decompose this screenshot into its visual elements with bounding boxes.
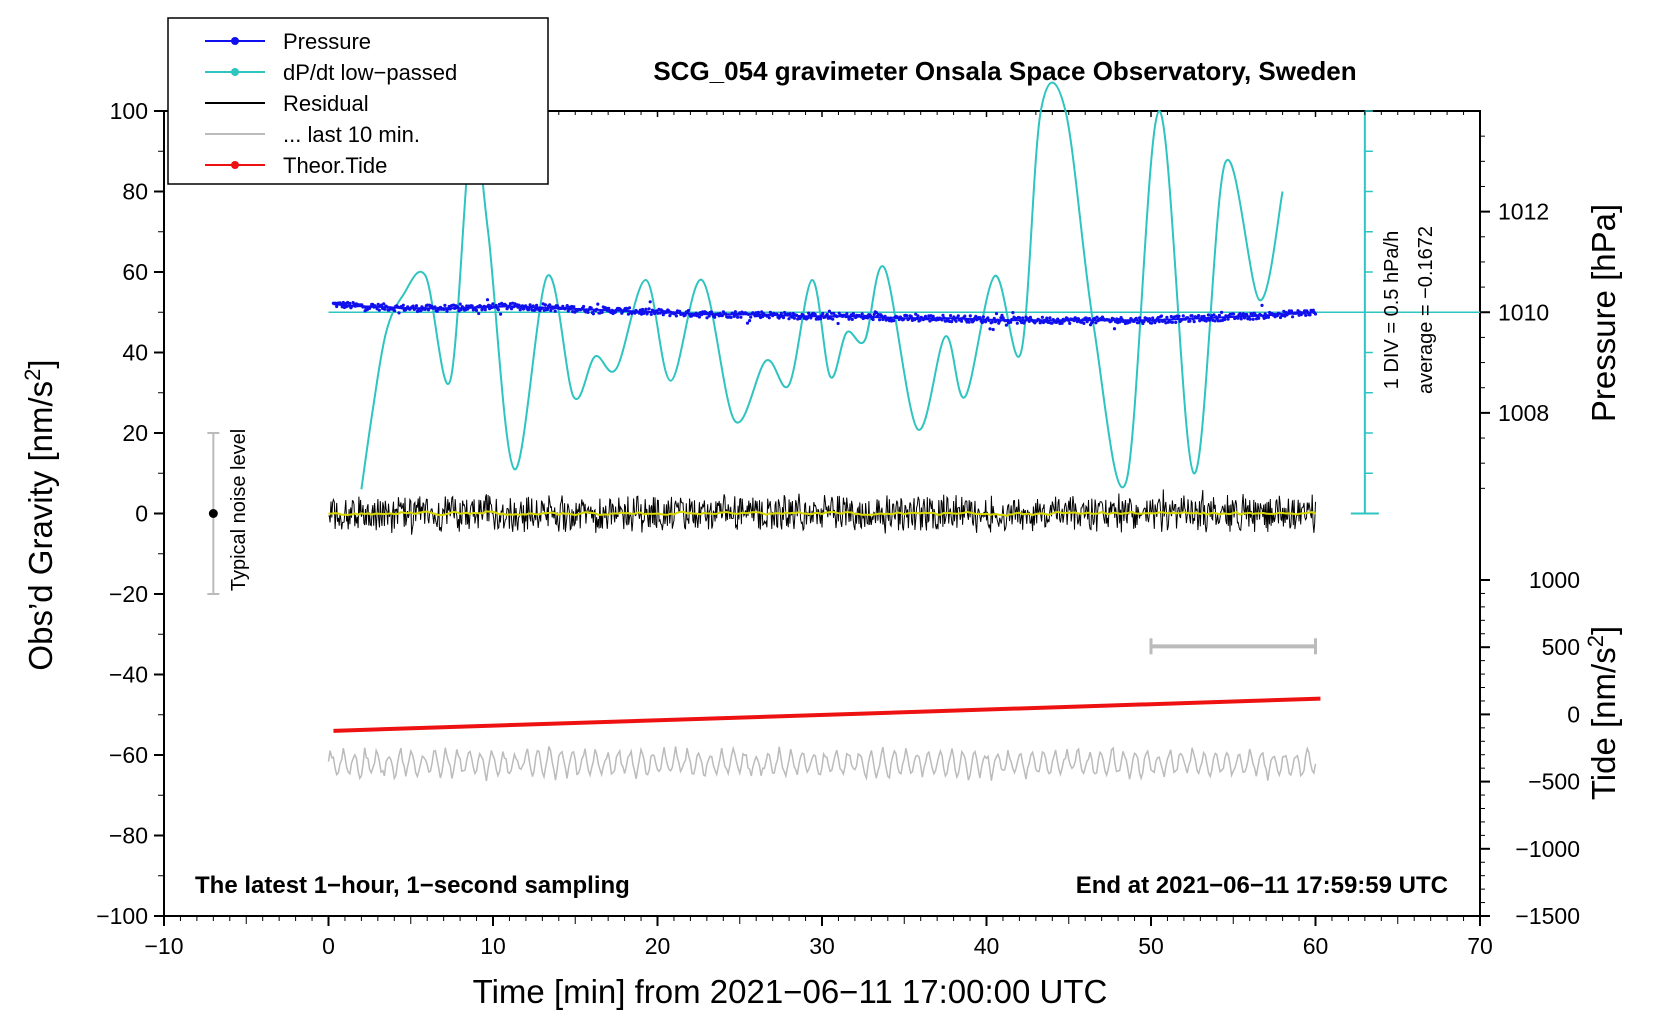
annotation-sampling: The latest 1−hour, 1−second sampling [195, 872, 630, 899]
x-tick-label: 50 [1138, 933, 1164, 959]
x-tick-label: 0 [322, 933, 335, 959]
dpdt-series-line [360, 81, 1284, 490]
y-tick-label: 60 [122, 259, 148, 285]
y-label-gravity-sup: 2 [20, 369, 45, 381]
x-axis: −10 0 10 20 30 40 50 60 70 [144, 111, 1493, 959]
annotation-end-time: End at 2021−06−11 17:59:59 UTC [1076, 872, 1448, 899]
y-tick-label: −40 [109, 662, 148, 688]
series-layer [207, 81, 1321, 782]
x-tick-label: 20 [645, 933, 671, 959]
x-tick-label: −10 [144, 933, 183, 959]
pressure-tick-label: 1010 [1498, 299, 1549, 325]
legend-label: Pressure [283, 29, 371, 54]
average-label: average = −0.1672 [1415, 226, 1437, 394]
annotations-layer: SCG_054 gravimeter Onsala Space Observat… [20, 56, 1623, 1010]
y-label-tide-text: Tide [nm/s [1585, 647, 1622, 800]
tide-tick-label: 0 [1567, 701, 1580, 727]
tide-tick-label: −1500 [1515, 903, 1580, 929]
chart-title: SCG_054 gravimeter Onsala Space Observat… [653, 56, 1356, 86]
y-tick-label: 100 [110, 98, 148, 124]
x-axis-label: Time [min] from 2021−06−11 17:00:00 UTC [473, 973, 1108, 1010]
tide-tick-label: 1000 [1529, 567, 1580, 593]
y-axis-label-tide: Tide [nm/s2] [1583, 626, 1623, 800]
x-tick-label: 10 [480, 933, 506, 959]
div-scale-label: 1 DIV = 0.5 hPa/h [1381, 231, 1403, 389]
x-tick-label: 40 [974, 933, 1000, 959]
y-axis-label-gravity: Obs’d Gravity [nm/s2] [20, 359, 60, 670]
y-axis-gravity: −100 −80 −60 −40 −20 0 20 40 60 80 100 [96, 98, 164, 929]
y-tick-label: 20 [122, 420, 148, 446]
y-axis-label-pressure: Pressure [hPa] [1585, 204, 1622, 422]
y-label-gravity-close: ] [22, 359, 59, 368]
y-axis-pressure-tide: 1008 1010 1012 1000 500 0 −500 −1000 −1500 [1480, 135, 1580, 929]
x-tick-label: 60 [1303, 933, 1329, 959]
y-label-gravity-text: Obs’d Gravity [nm/s [22, 381, 59, 671]
y-tick-label: −60 [109, 742, 148, 768]
legend-label: Residual [283, 91, 369, 116]
pressure-tick-label: 1008 [1498, 400, 1549, 426]
last10min-series-line [327, 745, 1317, 782]
y-tick-label: 80 [122, 179, 148, 205]
legend-swatch-marker [231, 68, 239, 76]
legend-swatch-marker [231, 161, 239, 169]
x-tick-label: 30 [809, 933, 835, 959]
tide-series-line [333, 696, 1321, 733]
legend-label: Theor.Tide [283, 153, 387, 178]
legend: Pressure dP/dt low−passed Residual ... last… [167, 17, 549, 185]
tide-tick-label: −500 [1528, 769, 1580, 795]
residual-series-line [328, 489, 1316, 535]
y-label-tide-close: ] [1585, 626, 1622, 635]
tide-tick-label: 500 [1542, 634, 1580, 660]
y-tick-label: 0 [135, 501, 148, 527]
legend-swatch-marker [231, 37, 239, 45]
y-label-tide-sup: 2 [1583, 635, 1608, 647]
residual-smoothed-line [328, 510, 1316, 517]
pressure-tick-label: 1012 [1498, 199, 1549, 225]
noise-bar-center-dot [208, 509, 218, 518]
x-tick-label: 70 [1467, 933, 1493, 959]
pressure-series-dots [331, 298, 1318, 332]
y-tick-label: −100 [96, 903, 148, 929]
pressure-series-line [333, 303, 1316, 322]
y-tick-label: −20 [109, 581, 148, 607]
legend-label: ... last 10 min. [283, 122, 420, 147]
tide-tick-label: −1000 [1515, 836, 1580, 862]
noise-level-label: Typical noise level [228, 429, 250, 591]
y-tick-label: −80 [109, 823, 148, 849]
legend-box [167, 17, 549, 185]
legend-label: dP/dt low−passed [283, 60, 457, 85]
y-tick-label: 40 [122, 340, 148, 366]
